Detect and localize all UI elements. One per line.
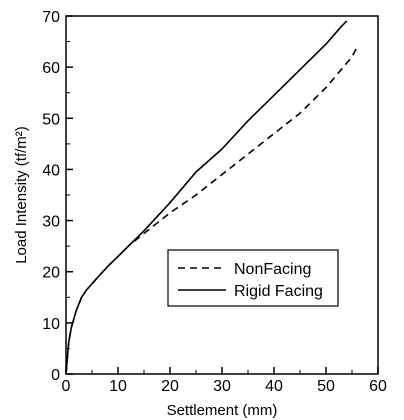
x-tick-label: 40 [265,378,283,395]
axis-tick-labels: 0 10 20 30 40 50 60 0 10 20 30 40 50 60 70 [42,9,387,395]
x-tick-label: 10 [109,378,127,395]
series-line-nonfacing [65,46,358,375]
y-tick-label: 40 [42,162,60,179]
x-axis-title: Settlement (mm) [167,402,278,419]
legend-box [167,249,339,307]
plot-frame-group [65,15,379,375]
y-tick-label: 60 [42,60,60,77]
legend-label-nonfacing: NonFacing [234,261,311,278]
axis-ticks [65,15,379,375]
x-tick-label: 60 [369,378,387,395]
x-tick-label: 0 [62,378,71,395]
x-tick-label: 30 [213,378,231,395]
y-tick-label: 0 [51,367,60,384]
y-tick-label: 70 [42,9,60,26]
y-tick-label: 50 [42,111,60,128]
legend: NonFacing Rigid Facing [167,249,339,307]
y-tick-label: 10 [42,316,60,333]
y-tick-label: 30 [42,214,60,231]
legend-label-rigid-facing: Rigid Facing [234,283,323,300]
plot-frame [65,15,379,375]
x-tick-label: 50 [317,378,335,395]
series-line-rigid-facing [65,20,348,375]
y-tick-label: 20 [42,265,60,282]
y-axis-title: Load Intensity (tf/m²) [13,126,30,264]
series-group [65,20,358,375]
x-tick-label: 20 [161,378,179,395]
